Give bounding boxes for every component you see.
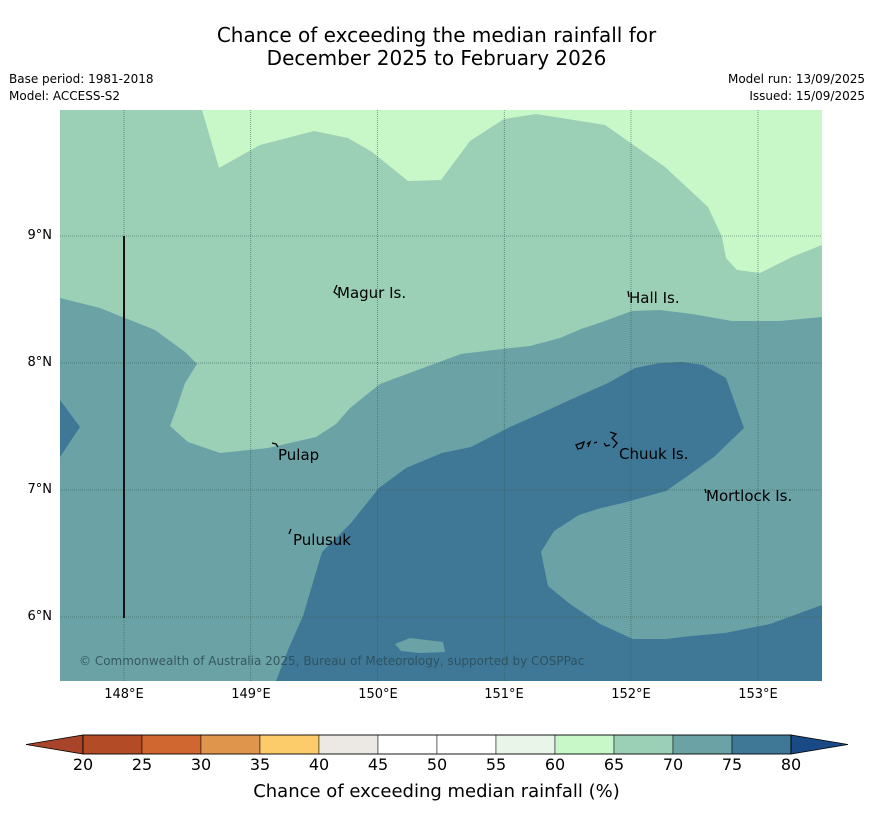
colorbar-segment [731, 734, 792, 755]
chart-title-line1: Chance of exceeding the median rainfall … [216, 23, 657, 47]
lat-label-7n: 7°N [27, 482, 53, 497]
colorbar-tick-label: 65 [603, 755, 625, 774]
colorbar-segment [200, 734, 261, 755]
colorbar-segment [259, 734, 320, 755]
island-outlines [271, 284, 707, 535]
lon-label-149e: 149°E [231, 687, 271, 702]
colorbar-segment [318, 734, 379, 755]
rainfall-map: Magur Is. Hall Is. Pulap Chuuk Is. Mortl… [60, 110, 822, 681]
colorbar-segment [141, 734, 202, 755]
colorbar-extend-high [790, 734, 849, 755]
place-label-chuuk: Chuuk Is. [619, 445, 688, 463]
place-label-pulusuk: Pulusuk [293, 531, 351, 549]
colorbar-tick-label: 35 [249, 755, 271, 774]
chart-title-line2: December 2025 to February 2026 [266, 46, 607, 70]
colorbar-extend-low [25, 734, 84, 755]
colorbar-tick-label: 80 [780, 755, 802, 774]
place-label-magur: Magur Is. [337, 284, 406, 302]
colorbar-tick-label: 45 [367, 755, 389, 774]
colorbar-tick-label: 55 [485, 755, 507, 774]
colorbar-tick-label: 60 [544, 755, 566, 774]
colorbar-tick-label: 30 [190, 755, 212, 774]
colorbar-frame [82, 734, 792, 755]
colorbar-segment [436, 734, 497, 755]
model-run-text: Model run: 13/09/2025 [727, 72, 865, 86]
colorbar-segment [554, 734, 615, 755]
lat-label-9n: 9°N [27, 228, 53, 243]
lon-label-148e: 148°E [104, 687, 144, 702]
colorbar-segment [495, 734, 556, 755]
colorbar-segment [377, 734, 438, 755]
lon-label-153e: 153°E [738, 687, 778, 702]
lat-label-6n: 6°N [27, 609, 53, 624]
colorbar-segments [25, 734, 849, 755]
base-period-text: Base period: 1981-2018 [9, 72, 154, 86]
model-text: Model: ACCESS-S2 [9, 89, 121, 103]
lat-label-8n: 8°N [27, 355, 53, 370]
zone-60-65 [202, 110, 822, 273]
place-label-mortlock: Mortlock Is. [706, 487, 792, 505]
colorbar-tick-label: 25 [131, 755, 153, 774]
zone-70-75-patch [395, 638, 445, 653]
copyright-text: © Commonwealth of Australia 2025, Bureau… [79, 654, 584, 668]
lon-label-152e: 152°E [611, 687, 651, 702]
colorbar-segment [82, 734, 143, 755]
colorbar-tick-label: 50 [426, 755, 448, 774]
colorbar [25, 734, 849, 755]
lon-label-150e: 150°E [358, 687, 398, 702]
colorbar-tick-label: 75 [721, 755, 743, 774]
graticule [60, 110, 822, 681]
colorbar-tick-label: 40 [308, 755, 330, 774]
zone-75-80 [60, 362, 822, 681]
place-label-pulap: Pulap [278, 446, 319, 464]
lon-label-151e: 151°E [484, 687, 524, 702]
colorbar-title: Chance of exceeding median rainfall (%) [253, 781, 620, 802]
colorbar-segment [672, 734, 733, 755]
issued-text: Issued: 15/09/2025 [749, 89, 865, 103]
colorbar-tick-label: 70 [662, 755, 684, 774]
colorbar-tick-label: 20 [72, 755, 94, 774]
place-label-hall: Hall Is. [629, 289, 680, 307]
colorbar-segment [613, 734, 674, 755]
